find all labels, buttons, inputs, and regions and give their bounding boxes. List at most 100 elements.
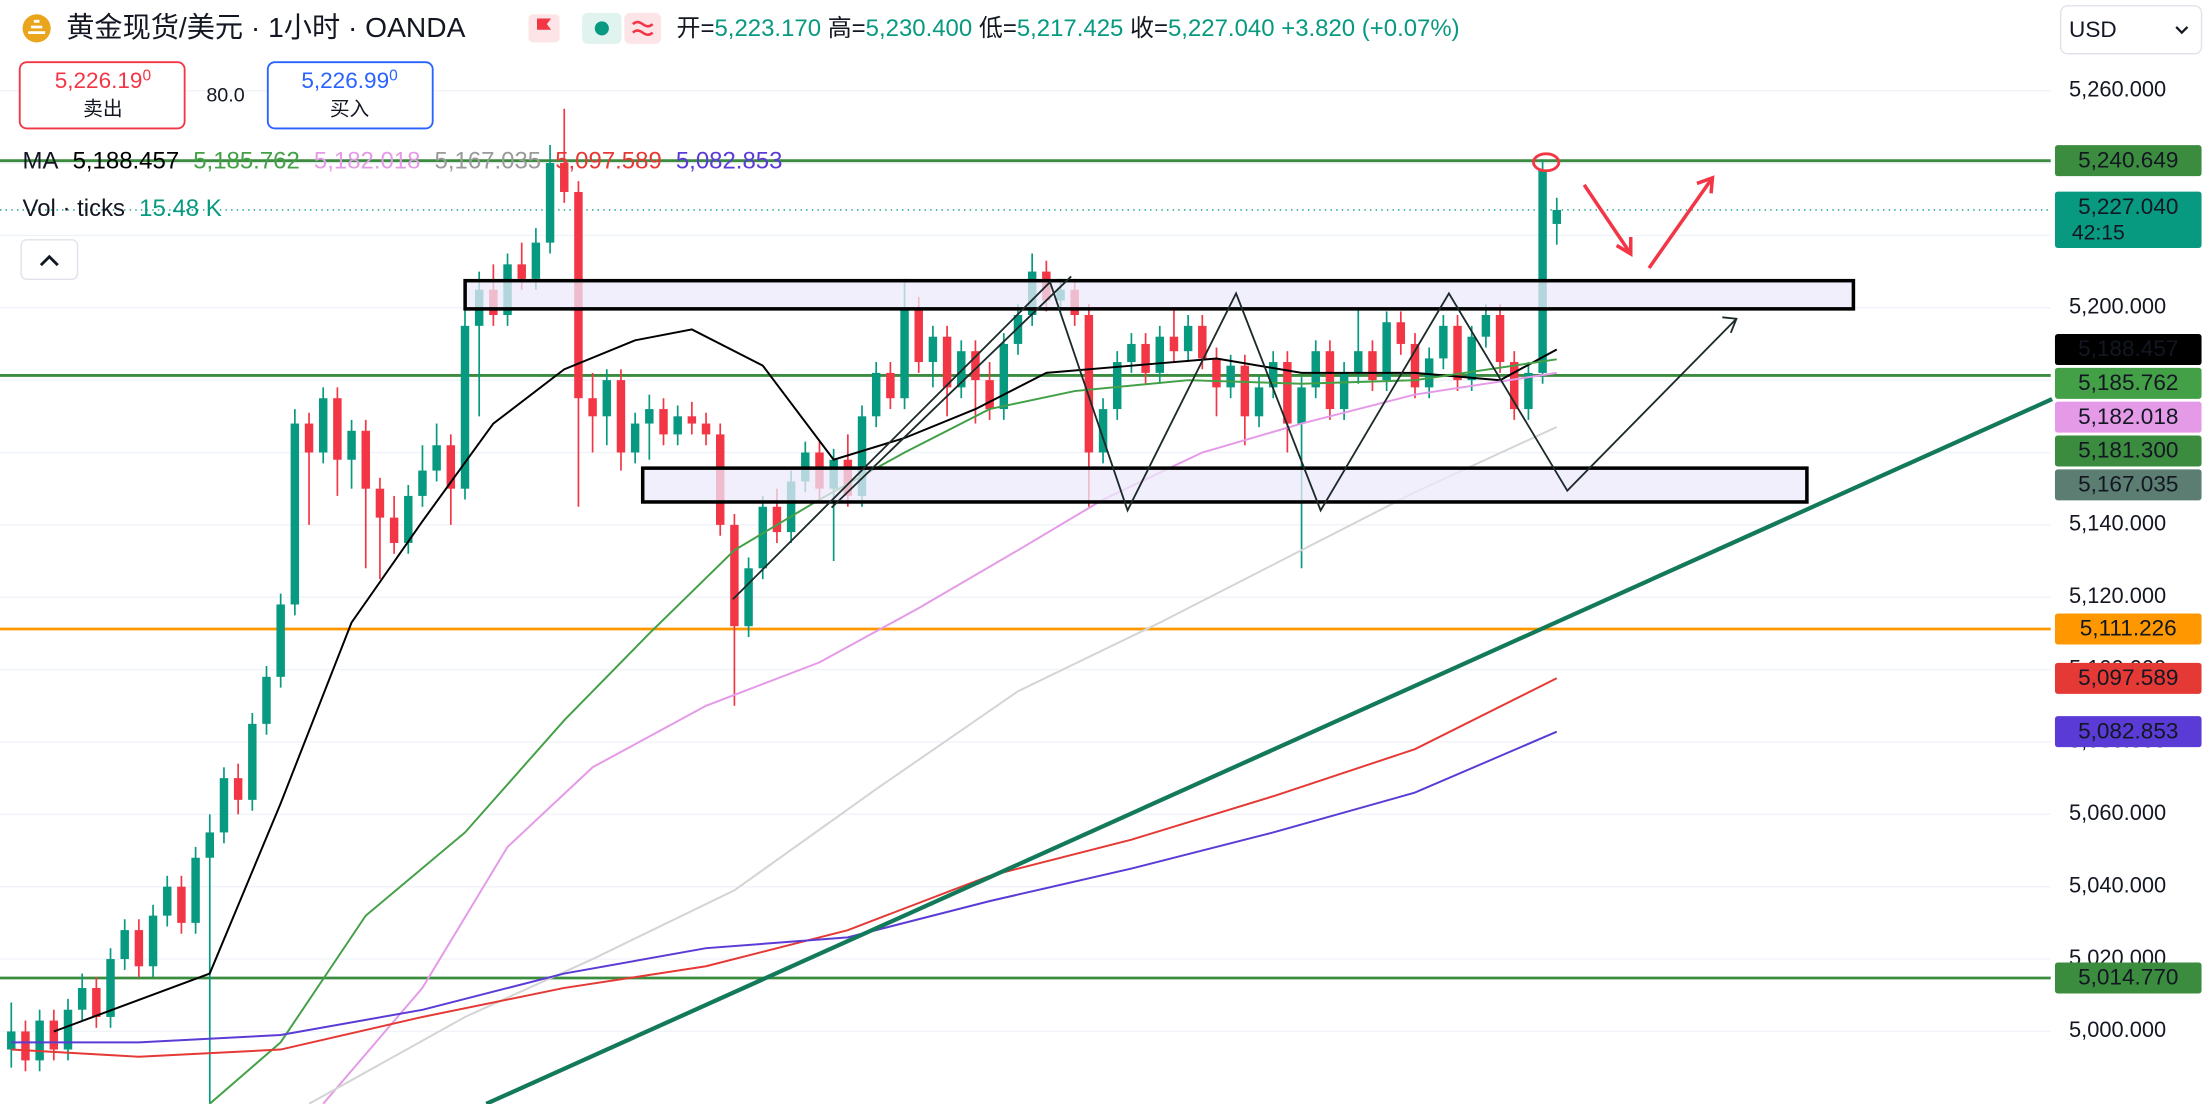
candle-body [744, 568, 753, 627]
y-tick-label: 5,260.000 [2069, 76, 2166, 101]
price-badge [2054, 191, 2202, 248]
candle-body [1510, 362, 1519, 410]
peak-marker [1532, 152, 1561, 173]
ma-value: 5,167.035 [435, 148, 542, 175]
price-badge [2054, 469, 2202, 501]
price-badge-label: 5,227.040 [2078, 194, 2178, 219]
candle-body [77, 988, 87, 1010]
candle-body [1013, 314, 1023, 344]
candle-body [545, 163, 555, 243]
price-badge-label: 5,167.035 [2078, 471, 2178, 496]
candle-body [517, 264, 526, 279]
quote-label: 开= [677, 15, 715, 42]
y-tick-label: 5,040.000 [2069, 872, 2166, 897]
arrow-head [1696, 175, 1715, 194]
currency-select[interactable] [2059, 5, 2203, 55]
price-badge [2054, 435, 2202, 467]
candle-body [1424, 358, 1434, 388]
ma-value: 5,097.589 [555, 148, 662, 175]
candle-body [92, 988, 101, 1017]
candle-body [7, 1031, 16, 1050]
candle-body [1098, 409, 1108, 453]
buy-price-pip: 0 [389, 67, 398, 84]
candle-body [1141, 343, 1150, 373]
quote-label: 高= [828, 15, 866, 42]
ma-label: MA [23, 148, 59, 175]
candle-body [1538, 170, 1547, 373]
candle-body [1354, 351, 1363, 373]
drawings [463, 152, 2054, 1104]
status-dot [594, 21, 609, 36]
channel-line [830, 275, 1072, 509]
candle-body [1439, 325, 1448, 359]
price-badge-label: 5,082.853 [2078, 718, 2178, 743]
header: 黄金现货/美元 · 1小时 · OANDA 开=5,223.170 高=5,23… [18, 5, 2203, 280]
candle-body [1268, 362, 1278, 388]
arrow-head [1615, 236, 1633, 258]
candle-body [772, 506, 782, 533]
candle-body [219, 778, 229, 833]
candle-body [389, 517, 399, 543]
y-tick-label: 5,140.000 [2069, 511, 2166, 536]
price-badge-label: 5,182.018 [2078, 404, 2178, 429]
candle-body [63, 1009, 73, 1050]
candle-body [432, 445, 441, 471]
moving-average [322, 371, 1557, 1104]
candle-body [985, 380, 994, 410]
sell-button[interactable] [18, 61, 186, 130]
candle-body [602, 380, 612, 417]
candle-body [1339, 372, 1349, 410]
candle-body [347, 430, 356, 460]
price-badge [2054, 334, 2202, 366]
ma-legend: MA 5,188.457 5,185.762 5,182.018 5,167.035 5,… [23, 148, 783, 175]
candle-body [318, 398, 328, 453]
candle-body [886, 372, 895, 399]
price-badge [2054, 716, 2202, 748]
candle-body [1297, 387, 1306, 424]
price-badge [2054, 613, 2202, 645]
support-box [640, 466, 1809, 504]
collapse-button[interactable] [20, 239, 79, 280]
candle-body [120, 930, 129, 960]
candle-body [1226, 365, 1235, 388]
candle-body [1368, 351, 1377, 381]
candle-body [1283, 362, 1292, 424]
ma-value: 5,185.762 [193, 148, 300, 175]
candle-body [871, 372, 881, 417]
countdown: 42:15 [2072, 221, 2125, 244]
price-badge [2054, 401, 2202, 433]
volume-value: 15.48 K [139, 196, 222, 223]
candle-body [1198, 325, 1207, 359]
price-badge [2054, 367, 2202, 399]
price-badge [2054, 962, 2202, 994]
candle-body [290, 423, 300, 605]
y-tick-label: 5,060.000 [2069, 800, 2166, 825]
moving-average [53, 328, 1558, 1033]
price-badge-label: 5,240.649 [2078, 147, 2178, 172]
candle-body [928, 336, 938, 363]
candle-body [957, 351, 966, 388]
volume-label: Vol · ticks [23, 196, 126, 223]
candle-body [418, 470, 427, 496]
candle-body [375, 488, 385, 518]
candle-body [758, 506, 767, 569]
candle-body [49, 1020, 59, 1050]
candle-body [659, 409, 668, 435]
candle-body [1552, 209, 1562, 224]
candle-body [999, 343, 1009, 410]
candle-body [914, 307, 923, 363]
quote-change: +3.820 (+0.07%) [1281, 15, 1459, 42]
ma-value: 5,082.853 [676, 148, 783, 175]
buy-button[interactable] [266, 61, 434, 130]
candle-body [35, 1020, 44, 1061]
candle-body [21, 1031, 30, 1061]
candle-body [588, 398, 597, 417]
currency: USD [2069, 17, 2117, 42]
candle-body [1212, 358, 1221, 388]
candle-body [730, 524, 739, 627]
ma-value: 5,188.457 [73, 148, 180, 175]
candle-body [1240, 365, 1250, 417]
candle-body [106, 959, 115, 1017]
